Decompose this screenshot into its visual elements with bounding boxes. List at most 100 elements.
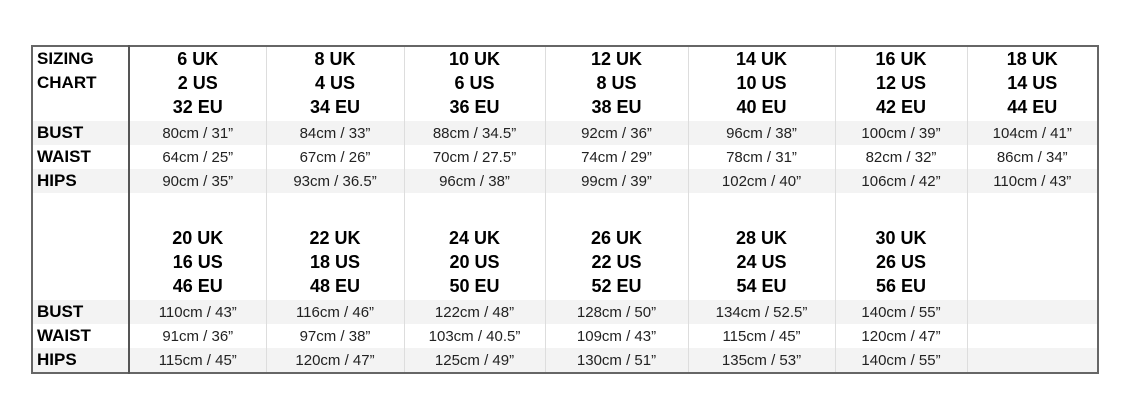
bust-value: 104cm / 41” — [966, 121, 1098, 145]
size-header-cell: 28 UK 24 US 54 EU — [687, 193, 835, 300]
measurement-label: BUST — [32, 121, 130, 145]
waist-value: 86cm / 34” — [966, 145, 1098, 169]
measurement-row-bust: BUST 80cm / 31” 84cm / 33” 88cm / 34.5” 92cm… — [32, 121, 1098, 145]
hips-value: 96cm / 38” — [403, 169, 545, 193]
size-eu: 56 EU — [875, 276, 927, 296]
hips-value: 93cm / 36.5” — [265, 169, 404, 193]
size-uk: 16 UK — [875, 49, 927, 69]
bust-value: 122cm / 48” — [403, 300, 545, 324]
size-eu: 40 EU — [736, 97, 787, 117]
waist-value: 70cm / 27.5” — [403, 145, 545, 169]
hips-value: 140cm / 55” — [834, 348, 967, 373]
size-header-cell: 18 UK 14 US 44 EU — [966, 46, 1098, 121]
waist-value: 109cm / 43” — [544, 324, 688, 348]
size-eu: 52 EU — [591, 276, 642, 296]
waist-value: 64cm / 25” — [128, 145, 266, 169]
bust-value: 116cm / 46” — [265, 300, 404, 324]
size-eu: 44 EU — [1007, 97, 1058, 117]
size-header-cell: 6 UK 2 US 32 EU — [128, 46, 266, 121]
size-uk: 18 UK — [1006, 49, 1058, 69]
bust-value: 88cm / 34.5” — [403, 121, 545, 145]
size-us: 16 US — [172, 252, 223, 272]
size-uk: 14 UK — [735, 49, 788, 69]
size-eu: 34 EU — [309, 97, 361, 117]
hips-value: 99cm / 39” — [544, 169, 688, 193]
waist-value — [966, 324, 1098, 348]
hips-value: 135cm / 53” — [687, 348, 835, 373]
sizing-chart-table: SIZING CHART 6 UK 2 US 32 EU 8 UK 4 US 34 EU 10 … — [31, 45, 1099, 374]
size-us: 14 US — [1007, 73, 1058, 93]
bust-value: 96cm / 38” — [687, 121, 835, 145]
size-us: 18 US — [309, 252, 361, 272]
hips-value: 106cm / 42” — [834, 169, 967, 193]
waist-value: 120cm / 47” — [834, 324, 967, 348]
waist-value: 78cm / 31” — [687, 145, 835, 169]
chart-title-cell — [32, 193, 130, 300]
size-header-cell: 16 UK 12 US 42 EU — [834, 46, 967, 121]
size-uk: 24 UK — [448, 228, 501, 248]
size-uk: 6 UK — [177, 49, 219, 69]
size-eu: 54 EU — [736, 276, 787, 296]
hips-value: 90cm / 35” — [128, 169, 266, 193]
measurement-label: WAIST — [32, 324, 130, 348]
chart-title-line: CHART — [37, 73, 97, 92]
size-us: 12 US — [875, 73, 927, 93]
size-us: 2 US — [177, 73, 218, 93]
size-uk: 28 UK — [735, 228, 788, 248]
bust-value: 134cm / 52.5” — [687, 300, 835, 324]
measurement-label: WAIST — [32, 145, 130, 169]
size-header-cell: 20 UK 16 US 46 EU — [128, 193, 266, 300]
size-uk: 30 UK — [875, 228, 927, 248]
measurement-label: HIPS — [32, 348, 130, 373]
measurement-row-waist: WAIST 64cm / 25” 67cm / 26” 70cm / 27.5” 74c… — [32, 145, 1098, 169]
waist-value: 67cm / 26” — [265, 145, 404, 169]
size-header-cell: 10 UK 6 US 36 EU — [403, 46, 545, 121]
bust-value: 100cm / 39” — [834, 121, 967, 145]
size-us: 8 US — [596, 73, 637, 93]
size-header-row: SIZING CHART 6 UK 2 US 32 EU 8 UK 4 US 34 EU 10 … — [32, 46, 1098, 121]
bust-value: 84cm / 33” — [265, 121, 404, 145]
size-uk: 8 UK — [314, 49, 356, 69]
waist-value: 74cm / 29” — [544, 145, 688, 169]
bust-value: 128cm / 50” — [544, 300, 688, 324]
size-header-row: 20 UK 16 US 46 EU 22 UK 18 US 48 EU 24 UK 20 US… — [32, 193, 1098, 300]
size-header-cell: 26 UK 22 US 52 EU — [544, 193, 688, 300]
size-us: 22 US — [591, 252, 642, 272]
measurement-row-bust: BUST 110cm / 43” 116cm / 46” 122cm / 48” 128… — [32, 300, 1098, 324]
bust-value: 110cm / 43” — [128, 300, 266, 324]
size-us: 20 US — [449, 252, 500, 272]
hips-value: 125cm / 49” — [403, 348, 545, 373]
size-uk: 10 UK — [448, 49, 501, 69]
size-us: 6 US — [454, 73, 495, 93]
size-eu: 42 EU — [875, 97, 927, 117]
size-uk: 12 UK — [590, 49, 643, 69]
size-eu: 46 EU — [172, 276, 223, 296]
measurement-label: BUST — [32, 300, 130, 324]
size-eu: 48 EU — [309, 276, 361, 296]
measurement-row-hips: HIPS 115cm / 45” 120cm / 47” 125cm / 49” 130… — [32, 348, 1098, 373]
bust-value: 140cm / 55” — [834, 300, 967, 324]
measurement-row-waist: WAIST 91cm / 36” 97cm / 38” 103cm / 40.5” 10… — [32, 324, 1098, 348]
hips-value — [966, 348, 1098, 373]
hips-value: 115cm / 45” — [128, 348, 266, 373]
hips-value: 120cm / 47” — [265, 348, 404, 373]
size-uk: 26 UK — [590, 228, 643, 248]
chart-title-cell: SIZING CHART — [32, 46, 130, 121]
waist-value: 103cm / 40.5” — [403, 324, 545, 348]
size-eu: 50 EU — [449, 276, 500, 296]
size-header-cell: 8 UK 4 US 34 EU — [265, 46, 404, 121]
size-eu: 32 EU — [172, 97, 223, 117]
hips-value: 130cm / 51” — [544, 348, 688, 373]
chart-title-line: SIZING — [37, 49, 94, 68]
hips-value: 110cm / 43” — [966, 169, 1098, 193]
measurement-row-hips: HIPS 90cm / 35” 93cm / 36.5” 96cm / 38” 99cm… — [32, 169, 1098, 193]
size-us: 4 US — [314, 73, 356, 93]
size-header-cell: 14 UK 10 US 40 EU — [687, 46, 835, 121]
size-eu: 38 EU — [591, 97, 642, 117]
bust-value — [966, 300, 1098, 324]
size-us: 26 US — [875, 252, 927, 272]
size-header-cell: 24 UK 20 US 50 EU — [403, 193, 545, 300]
size-header-cell: 30 UK 26 US 56 EU — [834, 193, 967, 300]
hips-value: 102cm / 40” — [687, 169, 835, 193]
waist-value: 91cm / 36” — [128, 324, 266, 348]
